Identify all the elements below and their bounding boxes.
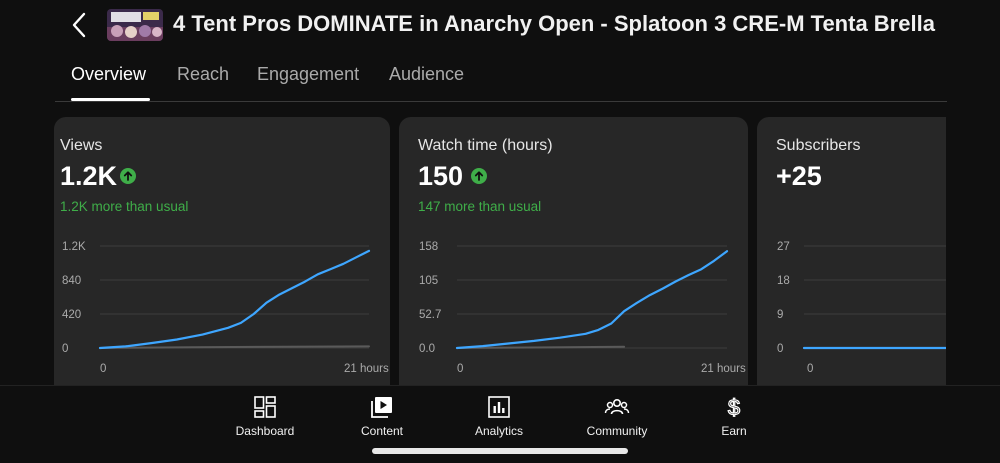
subscribers-card[interactable]: Subscribers +25 27 18 9 0 0 xyxy=(757,117,946,417)
card-value: 150 xyxy=(418,161,464,191)
series-line xyxy=(802,346,946,350)
nav-label: Analytics xyxy=(474,424,524,438)
x-tick-label: 0 xyxy=(100,363,106,375)
y-tick-label: 1.2K xyxy=(62,241,86,253)
y-tick-label: 0.0 xyxy=(419,343,435,355)
nav-label: Earn xyxy=(721,424,747,438)
subscribers-chart: 27 18 9 0 0 xyxy=(777,241,946,375)
y-tick-label: 0 xyxy=(62,343,68,355)
baseline-series-line xyxy=(99,345,370,349)
active-tab-indicator xyxy=(71,98,150,101)
series-line xyxy=(98,249,371,350)
y-tick-label: 52.7 xyxy=(419,309,441,321)
x-tick-label: 0 xyxy=(457,363,463,375)
community-icon xyxy=(604,399,630,415)
views-chart: 1.2K 840 420 0 0 21 hours xyxy=(62,241,389,375)
baseline-series-line xyxy=(456,345,626,349)
y-tick-label: 27 xyxy=(777,241,790,253)
video-title: 4 Tent Pros DOMINATE in Anarchy Open - S… xyxy=(173,11,935,36)
series-line xyxy=(455,250,729,350)
card-label: Subscribers xyxy=(776,137,861,154)
y-tick-label: 0 xyxy=(777,343,783,355)
card-value: +25 xyxy=(776,161,822,191)
dashboard-icon xyxy=(254,396,276,418)
home-indicator[interactable] xyxy=(372,448,628,454)
card-label: Views xyxy=(60,137,103,154)
card-delta: 147 more than usual xyxy=(418,199,542,214)
x-tick-label: 21 hours xyxy=(344,363,389,375)
content-icon xyxy=(371,397,392,418)
svg-text:$: $ xyxy=(728,395,740,420)
card-label: Watch time (hours) xyxy=(418,137,553,154)
tab-engagement[interactable]: Engagement xyxy=(257,64,360,84)
nav-analytics[interactable]: Analytics xyxy=(454,394,544,438)
nav-label: Dashboard xyxy=(235,424,295,438)
views-card[interactable]: Views 1.2K 1.2K more than usual 1.2K 840 4… xyxy=(54,117,390,417)
watch-time-chart: 158 105 52.7 0.0 0 21 hours xyxy=(419,241,746,375)
bottom-nav: Dashboard Content Analytics Community xyxy=(0,385,1000,463)
nav-community[interactable]: Community xyxy=(572,394,662,438)
nav-label: Content xyxy=(360,424,404,438)
y-tick-label: 105 xyxy=(419,275,438,287)
card-value: 1.2K xyxy=(60,161,118,191)
trend-up-icon xyxy=(120,168,136,184)
y-tick-label: 9 xyxy=(777,309,783,321)
y-tick-label: 18 xyxy=(777,275,790,287)
nav-earn[interactable]: $ Earn xyxy=(689,394,779,438)
tab-reach[interactable]: Reach xyxy=(177,64,230,84)
y-tick-label: 420 xyxy=(62,309,81,321)
y-tick-label: 840 xyxy=(62,275,81,287)
video-thumbnail[interactable] xyxy=(107,9,163,41)
tab-overview[interactable]: Overview xyxy=(71,64,147,84)
x-tick-label: 21 hours xyxy=(701,363,746,375)
tab-audience[interactable]: Audience xyxy=(389,64,465,84)
tab-bar: Overview Reach Engagement Audience xyxy=(55,60,947,102)
back-arrow-icon[interactable] xyxy=(70,10,90,40)
trend-up-icon xyxy=(471,168,487,184)
analytics-icon xyxy=(488,396,510,418)
header: 4 Tent Pros DOMINATE in Anarchy Open - S… xyxy=(0,0,1000,50)
card-delta: 1.2K more than usual xyxy=(60,199,189,214)
watch-time-card[interactable]: Watch time (hours) 150 147 more than usu… xyxy=(399,117,748,417)
nav-dashboard[interactable]: Dashboard xyxy=(220,394,310,438)
y-tick-label: 158 xyxy=(419,241,438,253)
earn-icon: $ xyxy=(727,394,740,420)
nav-content[interactable]: Content xyxy=(337,394,427,438)
x-tick-label: 0 xyxy=(807,363,813,375)
nav-label: Community xyxy=(586,424,648,438)
